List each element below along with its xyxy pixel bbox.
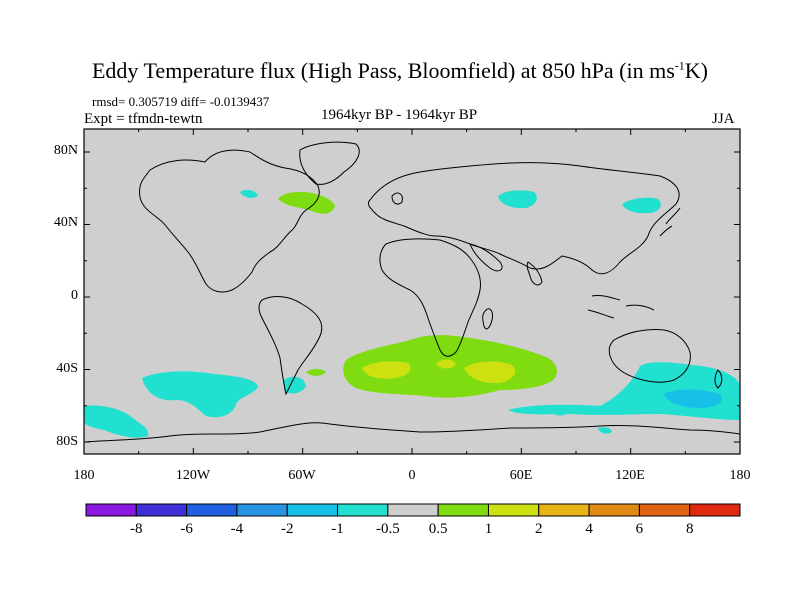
lat-label-40s: 40S [56,361,78,376]
coast-north-america [139,149,320,293]
flux-negative-small-2 [552,409,566,416]
colorbar-swatch [487,503,540,517]
period-line: 1964kyr BP - 1964kyr BP [321,107,478,123]
flux-positive-strong-3 [436,359,456,369]
colorbar-label: -8 [130,521,143,537]
lon-label-60w: 60W [288,468,316,483]
stats-line: rmsd= 0.305719 diff= -0.0139437 [92,94,270,109]
colorbar-swatch [236,503,288,517]
lon-label-0: 0 [408,468,416,483]
colorbar-label: -4 [230,521,244,537]
map-title: Eddy Temperature flux (High Pass, Bloomf… [91,58,708,83]
lat-label-40n: 40N [53,215,78,230]
lat-label-0: 0 [71,288,78,303]
coast-south-america [258,296,323,396]
colorbar [85,503,741,517]
coast-australia [608,329,691,383]
colorbar-swatch [387,503,439,517]
coast-madagascar [482,308,493,330]
coast-arabia-india [469,243,543,286]
flux-negative-south-pacific [142,371,258,418]
lat-label-80s: 80S [56,434,78,449]
axis-ticks [83,129,741,454]
colorbar-swatch [337,503,389,517]
flux-positive-north-atlantic [278,191,335,214]
flux-positive-strong-1 [362,361,411,379]
lon-label-120w: 120W [175,468,211,483]
colorbar-label: -6 [180,521,193,537]
flux-negative-south-pacific-west [84,405,149,438]
season-label: JJA [712,111,735,127]
coast-japan [659,207,681,237]
colorbar-swatch [186,503,238,517]
colorbar-label: 8 [685,521,694,537]
lon-label-180e: 180 [729,468,751,483]
flux-negative-east-asia [622,197,661,214]
flux-negative-small-1 [598,427,612,434]
coast-antarctica [84,422,740,443]
colorbar-label: -2 [280,521,294,537]
colorbar-label: 1 [484,521,493,537]
coast-europe-asia [367,162,680,275]
coast-indonesia [587,295,655,319]
lon-label-120e: 120E [615,468,645,483]
colorbar-swatch [437,503,489,517]
lat-label-80n: 80N [53,143,78,158]
colorbar-label: -0.5 [375,521,400,537]
colorbar-swatch [588,503,640,517]
colorbar-label: 2 [535,521,543,537]
coastlines [84,141,740,443]
flux-negative-labrador [240,189,258,198]
flux-negative-siberia [498,190,537,209]
coast-africa [379,238,481,357]
flux-negative-south-america [284,376,306,394]
lon-label-180w: 180 [73,468,95,483]
colorbar-label: -1 [331,521,344,537]
colorbar-swatch [85,503,137,517]
colorbar-label: 0.5 [428,521,448,537]
flux-shading [84,189,740,438]
colorbar-label: 4 [585,521,593,537]
coast-greenland [299,141,360,185]
flux-positive-patch [306,369,326,376]
colorbar-swatch [135,503,188,517]
colorbar-label: 6 [635,521,644,537]
flux-positive-strong-2 [464,361,516,384]
coast-british-isles [391,192,403,205]
colorbar-swatch [689,503,741,517]
coast-new-zealand [714,369,723,389]
colorbar-swatch [638,503,691,517]
colorbar-swatch [286,503,339,517]
flux-negative-strong-tasman [664,389,722,408]
lon-label-60e: 60E [509,468,533,483]
colorbar-swatch [538,503,590,517]
experiment-line: Expt = tfmdn-tewtn [84,111,203,127]
